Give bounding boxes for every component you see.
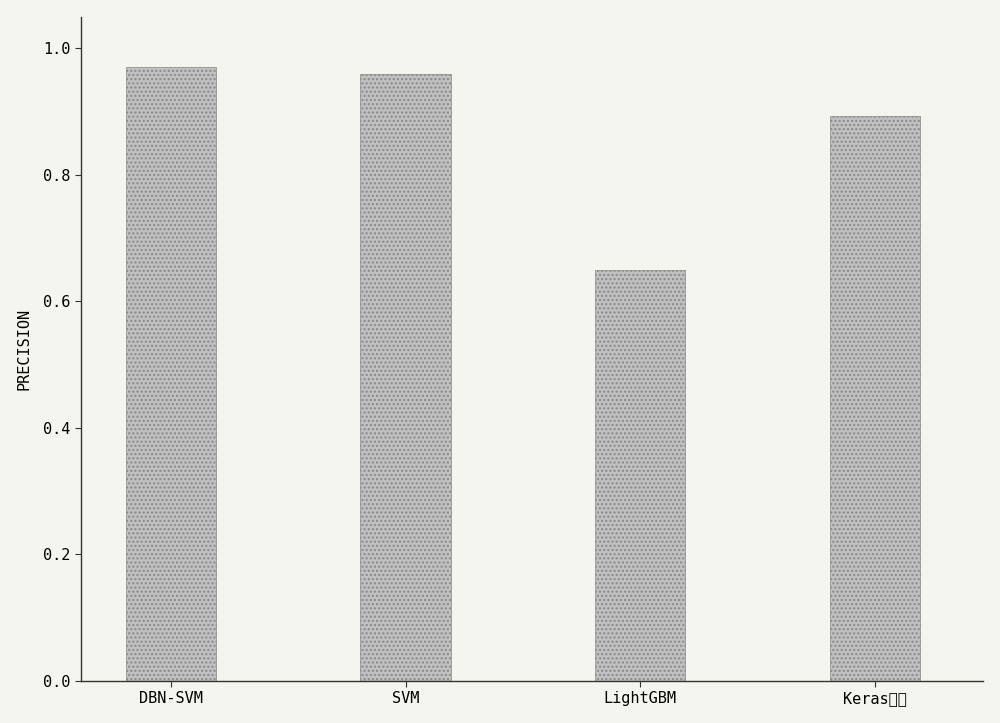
Bar: [360, 74, 451, 681]
Bar: [595, 270, 685, 681]
Y-axis label: PRECISION: PRECISION: [17, 308, 32, 390]
Bar: [830, 116, 920, 681]
Bar: [126, 67, 216, 681]
